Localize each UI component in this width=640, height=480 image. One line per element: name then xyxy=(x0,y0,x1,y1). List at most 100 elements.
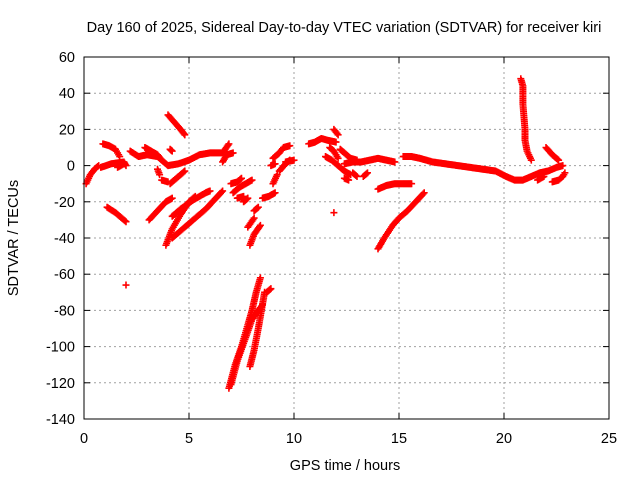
data-point xyxy=(224,141,232,149)
data-track xyxy=(114,160,128,171)
y-tick-label: -40 xyxy=(54,231,75,247)
data-track xyxy=(246,221,264,249)
data-point xyxy=(362,170,370,178)
data-track xyxy=(246,288,269,371)
data-track xyxy=(250,203,262,215)
data-point xyxy=(168,194,176,202)
data-point xyxy=(180,130,188,138)
data-point xyxy=(290,156,298,164)
data-track xyxy=(267,160,279,170)
plot-area-frame xyxy=(83,56,610,420)
data-point xyxy=(254,203,262,211)
data-track xyxy=(322,153,355,179)
data-track xyxy=(359,169,371,180)
data-track xyxy=(227,174,245,188)
data-track xyxy=(145,194,176,224)
y-tick-label: -100 xyxy=(46,340,75,356)
data-point xyxy=(256,221,264,229)
data-point xyxy=(332,138,340,146)
data-point xyxy=(225,140,233,148)
data-track xyxy=(244,214,258,231)
data-point xyxy=(121,217,129,225)
data-track xyxy=(168,187,214,220)
data-track xyxy=(399,153,567,184)
data-track xyxy=(263,285,275,296)
data-point xyxy=(561,169,569,177)
data-track xyxy=(166,145,176,155)
data-track xyxy=(340,154,399,168)
data-track xyxy=(517,75,535,164)
x-tick-label: 10 xyxy=(286,431,302,447)
data-track xyxy=(305,134,340,148)
x-axis-ticks: 0 5 10 15 20 25 xyxy=(80,57,617,447)
data-point xyxy=(391,158,399,166)
data-point xyxy=(244,194,252,202)
data-point xyxy=(333,129,341,137)
data-point xyxy=(256,274,264,282)
data-point xyxy=(238,174,245,182)
data-point xyxy=(180,168,188,176)
data-point xyxy=(248,176,256,184)
data-track xyxy=(164,111,189,139)
data-track xyxy=(166,167,189,188)
data-point xyxy=(181,167,189,175)
data-point xyxy=(256,223,263,231)
data-track xyxy=(374,189,428,253)
data-point xyxy=(419,190,427,198)
data-track xyxy=(374,180,416,193)
data-track xyxy=(326,144,342,162)
data-point xyxy=(122,281,130,289)
x-tick-label: 5 xyxy=(185,431,193,447)
data-point xyxy=(267,285,275,293)
y-tick-label: -20 xyxy=(54,195,75,211)
y-axis-ticks: -140 -120 -100 -80 -60 -40 -20 0 20 40 60 xyxy=(46,50,609,428)
data-point xyxy=(219,187,227,195)
data-track xyxy=(330,209,338,217)
y-tick-label: 40 xyxy=(59,86,75,102)
data-point xyxy=(352,172,360,180)
data-track xyxy=(233,192,248,202)
data-point xyxy=(168,147,176,155)
x-tick-label: 25 xyxy=(601,431,617,447)
data-point xyxy=(229,149,237,157)
data-point xyxy=(540,172,548,180)
data-point xyxy=(559,162,567,170)
y-tick-label: -120 xyxy=(46,376,75,392)
data-track xyxy=(240,194,252,206)
data-point xyxy=(330,209,338,217)
data-point xyxy=(218,188,226,196)
y-tick-label: -80 xyxy=(54,303,75,319)
data-point xyxy=(116,153,124,161)
data-track xyxy=(340,174,353,184)
data-point xyxy=(555,156,563,164)
data-track xyxy=(548,169,569,186)
data-track xyxy=(542,144,563,164)
data-track xyxy=(269,142,294,162)
grid xyxy=(84,57,609,419)
data-point xyxy=(158,156,166,164)
data-track xyxy=(99,140,124,161)
data-track xyxy=(259,189,279,202)
data-track xyxy=(282,156,298,166)
data-point xyxy=(156,171,164,179)
data-track xyxy=(168,187,227,242)
data-track xyxy=(126,140,233,170)
data-point xyxy=(271,189,279,197)
data-track xyxy=(82,162,103,188)
data-point xyxy=(206,187,214,195)
data-point xyxy=(364,169,371,177)
data-point xyxy=(353,172,361,180)
x-axis-label: GPS time / hours xyxy=(290,458,400,474)
data-point xyxy=(181,131,189,139)
data-track xyxy=(269,171,281,188)
data-track xyxy=(349,169,361,180)
data-point xyxy=(122,218,130,226)
data-point xyxy=(250,214,258,222)
data-point xyxy=(334,131,342,139)
y-tick-label: -140 xyxy=(46,412,75,428)
y-tick-label: 20 xyxy=(59,122,75,138)
data-track xyxy=(219,149,237,166)
chart-title: Day 160 of 2025, Sidereal Day-to-day VTE… xyxy=(87,20,602,36)
data-point xyxy=(408,180,416,188)
